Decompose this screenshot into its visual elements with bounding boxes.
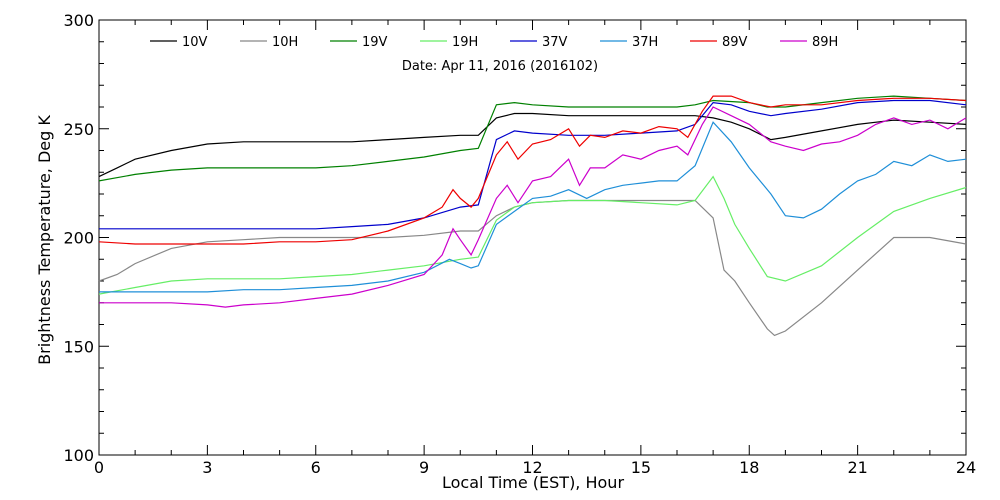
series-line-19v bbox=[98, 95, 967, 182]
legend-label-89v: 89V bbox=[722, 35, 748, 50]
series-group bbox=[98, 95, 967, 337]
x-tick-label: 0 bbox=[94, 458, 104, 477]
x-tick-label: 3 bbox=[202, 458, 212, 477]
y-axis-title: Brightness Temperature, Deg K bbox=[35, 115, 54, 365]
series-line-10v bbox=[98, 112, 967, 178]
legend-label-19h: 19H bbox=[452, 35, 478, 50]
x-tick-label: 12 bbox=[522, 458, 542, 477]
x-tick-label: 21 bbox=[847, 458, 867, 477]
chart-subtitle: Date: Apr 11, 2016 (2016102) bbox=[402, 59, 598, 74]
series-line-10h bbox=[98, 199, 967, 337]
x-tick-label: 15 bbox=[631, 458, 651, 477]
legend-label-10h: 10H bbox=[272, 35, 298, 50]
y-axis: 100 150 200 250 300 bbox=[63, 11, 966, 465]
y-tick-label: 250 bbox=[63, 120, 94, 139]
plot-frame bbox=[98, 19, 967, 456]
series-line-89h bbox=[99, 106, 967, 308]
series-line-37v bbox=[99, 99, 967, 230]
legend-label-37v: 37V bbox=[542, 35, 568, 50]
x-tick-label: 24 bbox=[956, 458, 976, 477]
series-line-19h bbox=[98, 175, 967, 295]
x-tick-label: 9 bbox=[419, 458, 429, 477]
x-tick-label: 18 bbox=[739, 458, 759, 477]
y-tick-label: 300 bbox=[63, 11, 94, 30]
y-tick-label: 100 bbox=[63, 446, 94, 465]
series-line-89v bbox=[98, 95, 967, 245]
legend-label-10v: 10V bbox=[182, 35, 208, 50]
series-line-37h bbox=[99, 121, 967, 293]
y-tick-label: 150 bbox=[63, 337, 94, 356]
legend: 10V 10H 19V 19H 37V 37H 89V 89H bbox=[150, 35, 838, 50]
x-tick-label: 6 bbox=[311, 458, 321, 477]
legend-label-37h: 37H bbox=[632, 35, 658, 50]
legend-label-19v: 19V bbox=[362, 35, 388, 50]
x-axis-title: Local Time (EST), Hour bbox=[442, 473, 624, 492]
x-axis: 0 3 6 9 12 15 18 21 24 bbox=[94, 20, 976, 477]
y-tick-label: 200 bbox=[63, 229, 94, 248]
legend-label-89h: 89H bbox=[812, 35, 838, 50]
